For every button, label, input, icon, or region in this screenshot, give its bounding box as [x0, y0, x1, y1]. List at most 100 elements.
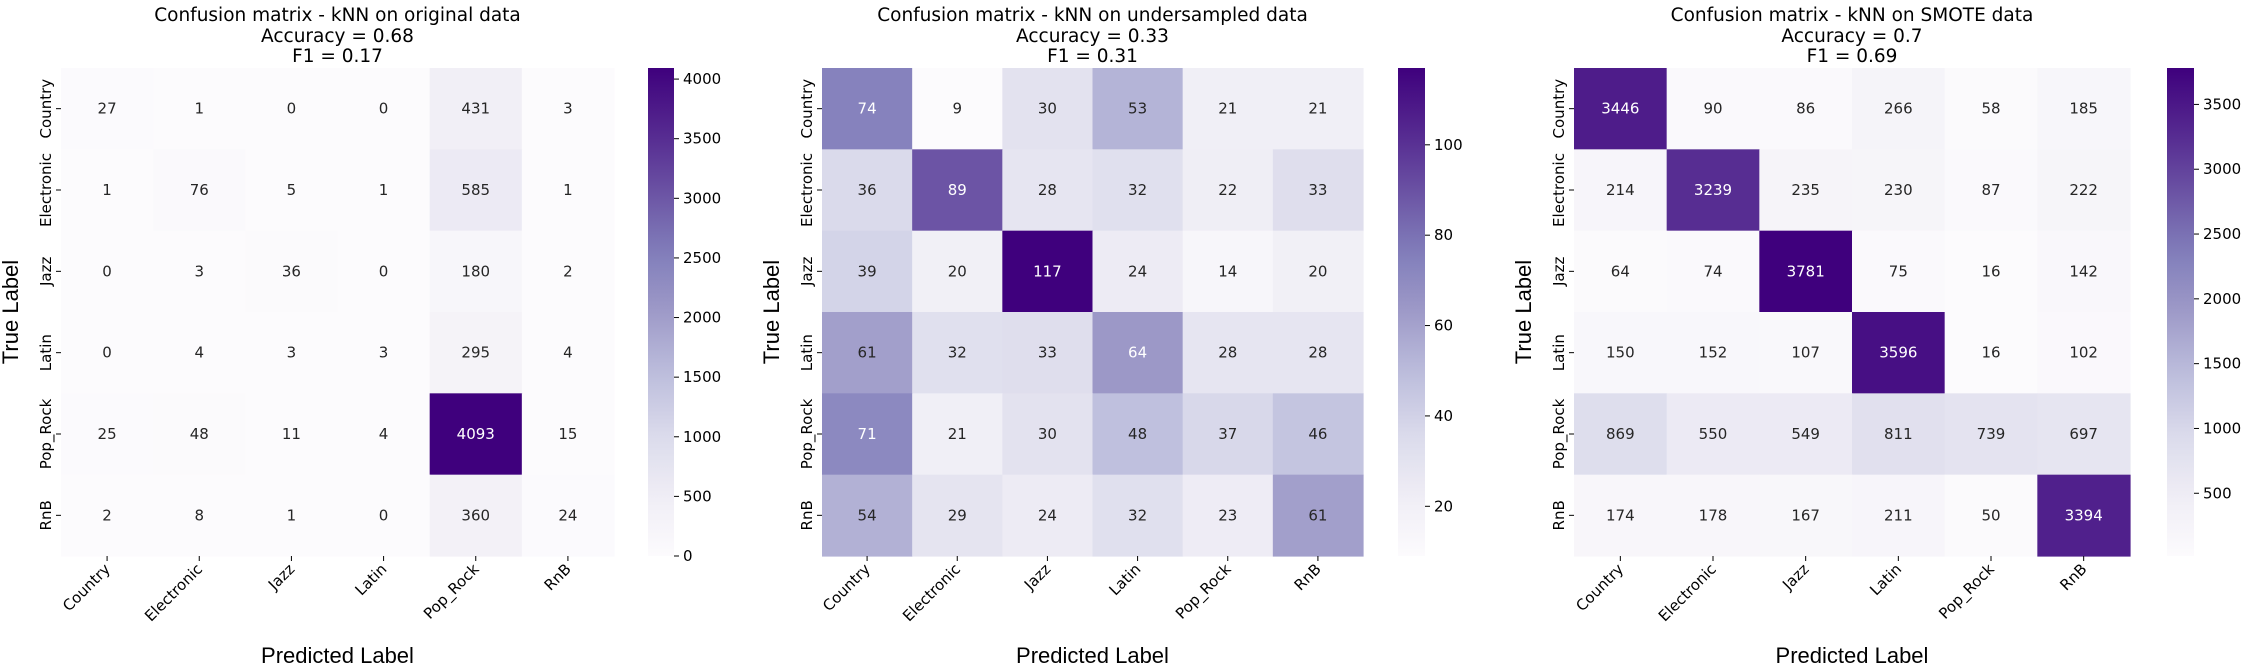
- colorbar-tick-label: 3000: [2203, 160, 2241, 178]
- y-axis-label: True Label: [0, 260, 23, 364]
- heatmap-cell: [1574, 68, 1668, 150]
- cell-value: 74: [1703, 262, 1722, 280]
- cell-value: 32: [1128, 506, 1147, 524]
- x-tick-label: Jazz: [264, 560, 298, 594]
- cell-value: 64: [1128, 344, 1147, 362]
- cell-value: 180: [461, 262, 490, 280]
- cell-value: 36: [858, 181, 877, 199]
- heatmap-cell: [1852, 68, 1946, 150]
- heatmap-cell: [1944, 149, 2038, 232]
- heatmap-cell: [2037, 68, 2131, 150]
- x-tick-label: RnB: [1291, 560, 1325, 594]
- confusion-matrix-panel-1: Confusion matrix - kNN on original dataA…: [0, 5, 721, 668]
- heatmap-cell: [1574, 312, 1668, 394]
- cell-value: 0: [379, 262, 389, 280]
- cell-value: 24: [1128, 262, 1147, 280]
- x-tick-label: Country: [819, 560, 874, 615]
- heatmap-cell: [2037, 474, 2131, 557]
- cell-value: 54: [858, 506, 877, 524]
- heatmap-cell: [337, 149, 431, 232]
- y-axis-label: True Label: [1511, 260, 1536, 364]
- cell-value: 869: [1606, 425, 1635, 443]
- heatmap-cell: [1272, 149, 1364, 232]
- heatmap-cell: [1666, 230, 1760, 313]
- heatmap-cell: [153, 393, 246, 476]
- heatmap-cell: [1272, 68, 1364, 150]
- heatmap-cell: [912, 393, 1003, 476]
- cell-value: 28: [1038, 181, 1057, 199]
- colorbar-tick-label: 1500: [2203, 355, 2241, 373]
- chart-title: Confusion matrix - kNN on SMOTE data: [1671, 5, 2034, 26]
- cell-value: 4: [563, 344, 573, 362]
- cell-value: 74: [858, 100, 877, 118]
- cell-value: 30: [1038, 425, 1057, 443]
- heatmap-cell: [521, 393, 615, 476]
- cell-value: 431: [461, 100, 490, 118]
- colorbar: [648, 68, 674, 556]
- x-tick-label: Pop_Rock: [1935, 560, 1999, 624]
- cell-value: 5: [287, 181, 297, 199]
- heatmap-cell: [429, 68, 523, 150]
- heatmap-cell: [2037, 393, 2131, 476]
- x-axis-label: Predicted Label: [261, 643, 414, 668]
- heatmap-cell: [1272, 393, 1364, 476]
- heatmap-cell: [822, 312, 913, 394]
- cell-value: 739: [1977, 425, 2006, 443]
- heatmap-cell: [1092, 230, 1184, 313]
- heatmap-cell: [1092, 312, 1184, 394]
- colorbar: [2167, 68, 2194, 556]
- heatmap-cell: [2037, 149, 2131, 232]
- heatmap-cell: [521, 230, 615, 313]
- cell-value: 107: [1791, 344, 1820, 362]
- heatmap-cell: [337, 230, 431, 313]
- x-tick-label: Electronic: [899, 560, 964, 625]
- colorbar-tick-label: 2500: [2203, 225, 2241, 243]
- cell-value: 29: [948, 506, 967, 524]
- cell-value: 50: [1981, 506, 2000, 524]
- colorbar-tick-label: 1000: [2203, 419, 2241, 437]
- colorbar: [1398, 68, 1425, 556]
- cell-value: 86: [1796, 100, 1815, 118]
- x-axis-label: Predicted Label: [1016, 643, 1169, 668]
- cell-value: 360: [461, 506, 490, 524]
- cell-value: 266: [1884, 100, 1913, 118]
- x-tick-label: RnB: [541, 560, 575, 594]
- cell-value: 4093: [457, 425, 495, 443]
- heatmap-cell: [1002, 312, 1094, 394]
- heatmap-cells: 3446 90 86 266 58 185 214 3239 235 230 87 222 64 74 37…: [1574, 68, 2131, 557]
- heatmap-cell: [521, 474, 615, 557]
- cell-value: 0: [379, 100, 389, 118]
- heatmap-cell: [912, 474, 1003, 557]
- heatmap-cell: [1092, 474, 1184, 557]
- confusion-matrix-panel-3: Confusion matrix - kNN on SMOTE dataAccu…: [1511, 5, 2241, 668]
- heatmap-cell: [822, 149, 913, 232]
- cell-value: 167: [1791, 506, 1820, 524]
- heatmap-cell: [1666, 149, 1760, 232]
- x-tick-label: Pop_Rock: [1172, 560, 1236, 624]
- heatmap-cell: [61, 149, 154, 232]
- cell-value: 3394: [2065, 506, 2103, 524]
- heatmap-cell: [1759, 393, 1853, 476]
- cell-value: 37: [1218, 425, 1237, 443]
- heatmap-cell: [521, 149, 615, 232]
- heatmap-cell: [1092, 68, 1184, 150]
- y-tick-label: Electronic: [798, 153, 816, 227]
- cell-value: 25: [98, 425, 117, 443]
- cell-value: 9: [952, 100, 962, 118]
- cell-value: 23: [1218, 506, 1237, 524]
- chart-subtitle-line: F1 = 0.17: [292, 46, 383, 67]
- cell-value: 20: [948, 262, 967, 280]
- cell-value: 32: [948, 344, 967, 362]
- heatmap-cell: [822, 474, 913, 557]
- x-tick-label: Electronic: [141, 560, 206, 625]
- heatmap-cell: [1666, 393, 1760, 476]
- cell-value: 214: [1606, 181, 1635, 199]
- cell-value: 3239: [1694, 181, 1732, 199]
- colorbar-tick-label: 80: [1434, 226, 1453, 244]
- cell-value: 585: [461, 181, 490, 199]
- x-tick-label: RnB: [2056, 560, 2090, 594]
- cell-value: 16: [1981, 344, 2000, 362]
- cell-value: 117: [1033, 262, 1062, 280]
- heatmap-cell: [1182, 149, 1274, 232]
